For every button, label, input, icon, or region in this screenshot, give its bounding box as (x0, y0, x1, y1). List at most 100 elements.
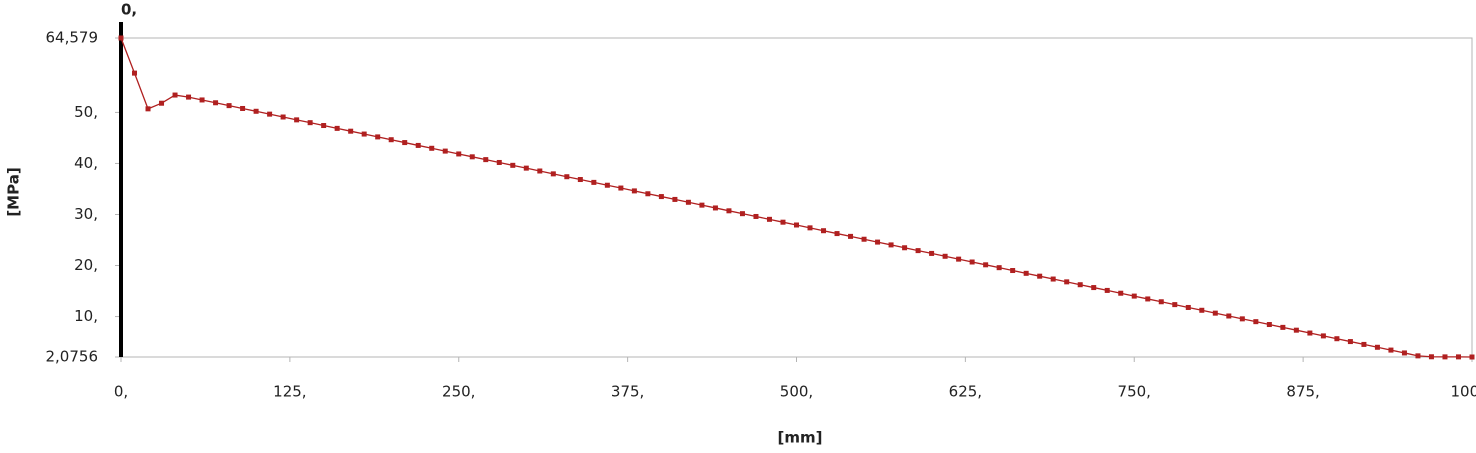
data-point (1455, 354, 1461, 360)
data-point (523, 165, 529, 171)
data-point (442, 148, 448, 154)
data-point (1212, 310, 1218, 316)
data-point (1131, 293, 1137, 299)
data-point (794, 222, 799, 228)
data-point (564, 174, 570, 180)
data-point (699, 202, 705, 208)
y-axis-label: [MPa] (5, 167, 23, 216)
data-point (199, 97, 205, 103)
data-point (1239, 316, 1245, 322)
data-point (753, 213, 759, 219)
data-point (1104, 287, 1110, 293)
data-point (1037, 273, 1043, 279)
data-point (226, 103, 232, 109)
data-point (1145, 296, 1151, 302)
data-point (550, 171, 556, 177)
data-point (875, 239, 881, 245)
data-point (1199, 307, 1205, 313)
y-tick-label: 64,579 (46, 29, 99, 47)
data-point (132, 70, 138, 76)
data-point (1307, 330, 1313, 336)
data-point (240, 105, 246, 111)
data-point (1320, 333, 1326, 339)
data-point (388, 137, 394, 143)
data-point (996, 265, 1002, 271)
plot-frame (120, 37, 1473, 358)
data-point (915, 248, 921, 254)
data-point (159, 100, 165, 106)
data-point (1064, 279, 1070, 285)
data-point (537, 168, 543, 174)
data-point (172, 92, 178, 98)
x-tick-label: 250, (442, 383, 475, 401)
data-point (1172, 302, 1178, 308)
data-point (658, 194, 664, 200)
data-point (118, 35, 124, 41)
data-point (1401, 350, 1407, 356)
y-tick-label: 10, (74, 307, 98, 325)
data-point (1266, 322, 1272, 328)
data-point (902, 245, 908, 251)
data-point (685, 199, 691, 205)
x-tick-label: 375, (611, 383, 644, 401)
data-point (334, 125, 340, 131)
data-point (348, 128, 354, 134)
data-point (186, 94, 192, 100)
data-point (456, 151, 462, 157)
data-point (1442, 354, 1448, 360)
data-point (1091, 285, 1097, 291)
data-point (402, 140, 408, 146)
y-tick-label: 20, (74, 256, 98, 274)
y-tick-label: 2,0756 (46, 348, 99, 366)
data-point (807, 225, 813, 231)
data-point (1077, 282, 1083, 288)
data-point (1334, 336, 1340, 342)
data-point (1253, 319, 1259, 325)
data-point (1226, 313, 1232, 319)
data-point (834, 231, 840, 237)
data-point (969, 259, 975, 265)
data-point (604, 182, 610, 188)
data-point (766, 216, 772, 222)
data-point (496, 159, 502, 165)
data-point (1361, 341, 1367, 347)
data-point (280, 114, 286, 120)
data-point (1050, 276, 1056, 282)
data-point (1415, 353, 1421, 359)
data-point (1185, 304, 1191, 310)
data-point (780, 219, 786, 225)
data-point (267, 111, 273, 117)
data-point (375, 134, 381, 140)
data-point (1010, 268, 1016, 274)
data-point (415, 142, 421, 148)
x-tick-label: 625, (949, 383, 982, 401)
data-point (712, 205, 718, 211)
x-axis-label: [mm] (778, 429, 823, 447)
x-tick-label: 750, (1118, 383, 1151, 401)
data-point (645, 191, 651, 197)
x-tick-label: 500, (780, 383, 813, 401)
data-point (956, 256, 962, 262)
data-point (1469, 354, 1475, 360)
data-point (1347, 339, 1353, 345)
data-point (213, 100, 219, 106)
data-point (821, 228, 827, 234)
data-point (1158, 299, 1164, 305)
data-point (739, 211, 745, 217)
data-point (429, 145, 435, 151)
x-tick-label: 0, (114, 383, 128, 401)
data-point (510, 162, 516, 168)
y-tick-label: 40, (74, 154, 98, 172)
y-tick-label: 50, (74, 103, 98, 121)
data-point (848, 233, 854, 239)
data-point (145, 106, 151, 112)
data-point (294, 117, 300, 123)
data-point (321, 123, 327, 129)
probe-label: 0, (121, 1, 137, 19)
data-point (1293, 327, 1299, 333)
data-point (469, 154, 475, 160)
data-point (726, 208, 732, 214)
